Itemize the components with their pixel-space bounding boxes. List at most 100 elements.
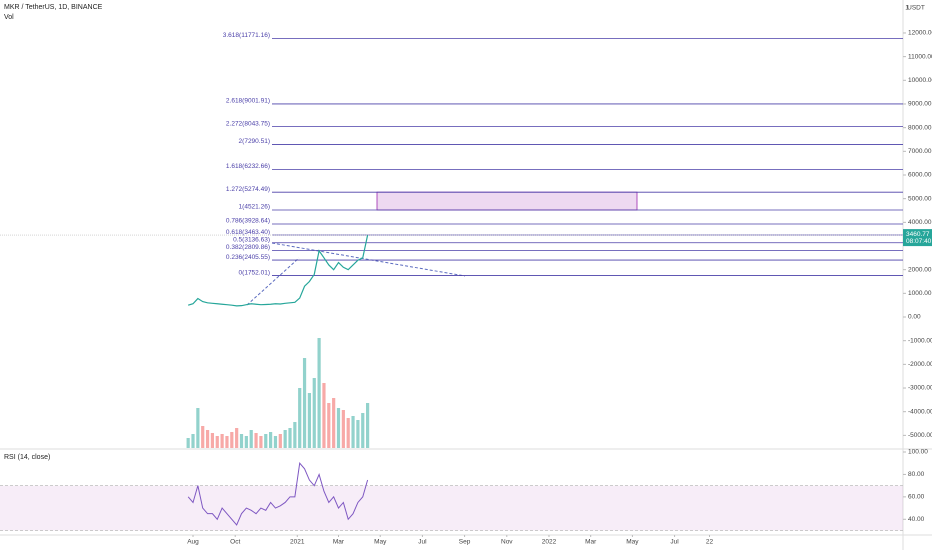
y-tick-label: 7000.00 [908, 148, 932, 155]
volume-bar [269, 432, 273, 448]
y-tick-label: 5000.00 [908, 195, 932, 202]
rsi-line [187, 462, 369, 526]
volume-bar [273, 436, 278, 448]
x-tick-label: May [626, 539, 639, 546]
y-tick-label: 11000.00 [908, 53, 932, 60]
y-tick-label: 2000.00 [908, 266, 932, 273]
x-tick-label: May [374, 539, 387, 546]
rsi-label: RSI (14, close) [4, 454, 50, 461]
volume-bar [341, 410, 345, 448]
volume-bar [327, 403, 331, 448]
volume-bar [254, 433, 258, 448]
x-tick-label: Jul [670, 539, 679, 546]
volume-bar [215, 436, 219, 448]
x-tick-label: 22 [706, 539, 714, 546]
y-tick-label: 12000.00 [908, 30, 932, 37]
volume-bar [239, 434, 244, 448]
volume-bar [317, 338, 321, 448]
fib-label: 2.618(9001.91) [226, 98, 270, 105]
symbol-title: MKR / TetherUS, 1D, BINANCE [4, 4, 103, 11]
trend-line [271, 242, 466, 277]
x-tick-label: Aug [187, 539, 199, 546]
volume-bar [283, 430, 287, 448]
x-tick-label: Jul [418, 539, 427, 546]
volume-bar [356, 420, 360, 448]
fib-label: 0.382(2809.86) [226, 244, 270, 251]
volume-bar [332, 398, 336, 448]
fib-label: 2.272(8043.75) [226, 120, 270, 127]
volume-bar [322, 383, 326, 448]
y-tick-label: 10000.00 [908, 77, 932, 84]
volume-bar [191, 434, 195, 448]
scale-mode: 1 [905, 5, 909, 12]
currency: USDT [907, 5, 925, 12]
fib-label: 1.272(5274.49) [226, 186, 270, 193]
last-price: 3460.77 [906, 231, 930, 238]
fib-label: 0.236(2405.55) [226, 254, 270, 261]
volume-bar [366, 403, 370, 448]
fib-label: 0.786(3928.64) [226, 218, 270, 225]
x-tick-label: Sep [459, 539, 471, 546]
y-tick-label: -2000.00 [908, 361, 932, 368]
price-line [187, 234, 369, 307]
y-tick-label: 0.00 [908, 314, 921, 321]
volume-bar [293, 422, 297, 448]
y-tick-label: 6000.00 [908, 172, 932, 179]
rsi-band [0, 485, 903, 531]
y-tick-label: -4000.00 [908, 408, 932, 415]
volume-label: Vol [4, 14, 14, 21]
fib-label: 0(1752.01) [239, 269, 270, 276]
volume-bar [312, 378, 316, 448]
volume-bar [259, 436, 263, 448]
volume-bar [201, 426, 205, 448]
volume-bar [336, 408, 341, 448]
volume-bar [186, 438, 190, 448]
volume-bar [346, 418, 350, 448]
x-tick-label: Mar [585, 539, 597, 546]
volume-bar [210, 433, 215, 448]
trend-line [246, 257, 300, 306]
x-tick-label: 2021 [290, 539, 305, 546]
volume-bar [298, 388, 302, 448]
y-tick-label: -3000.00 [908, 385, 932, 392]
volume-bar [249, 430, 253, 448]
volume-bar [264, 434, 268, 448]
fib-label: 1.618(6232.66) [226, 163, 270, 170]
y-tick-label: 8000.00 [908, 124, 932, 131]
volume-bar [225, 436, 229, 448]
y-tick-label: 4000.00 [908, 219, 932, 226]
last-price-box [903, 229, 932, 247]
zone-box [376, 191, 638, 211]
y-tick-label: 9000.00 [908, 101, 932, 108]
fib-label: 2(7290.51) [239, 138, 270, 145]
x-tick-label: 2022 [542, 539, 557, 546]
volume-bar [307, 393, 312, 448]
volume-bar [205, 430, 210, 448]
y-tick-label: -1000.00 [908, 337, 932, 344]
fib-label: 0.5(3136.63) [233, 236, 270, 243]
volume-bar [288, 428, 292, 448]
x-tick-label: Oct [230, 539, 240, 546]
volume-bar [235, 428, 239, 448]
x-tick-label: Mar [333, 539, 345, 546]
volume-bar [361, 413, 365, 448]
rsi-tick-label: 100.00 [908, 449, 928, 456]
rsi-tick-label: 60.00 [908, 494, 925, 501]
volume-bar [351, 416, 355, 448]
rsi-tick-label: 80.00 [908, 471, 925, 478]
countdown: 08:07:40 [906, 238, 932, 245]
x-tick-label: Nov [501, 539, 513, 546]
fib-label: 3.618(11771.16) [223, 32, 270, 39]
y-tick-label: -5000.00 [908, 432, 932, 439]
volume-bar [244, 436, 248, 448]
volume-bar [230, 432, 234, 448]
volume-bar [220, 434, 224, 448]
fib-label: 0.618(3463.40) [226, 229, 270, 236]
volume-bar [196, 408, 200, 448]
rsi-tick-label: 40.00 [908, 516, 925, 523]
volume-bar [302, 358, 307, 448]
volume-bar [278, 434, 282, 448]
y-tick-label: 1000.00 [908, 290, 932, 297]
